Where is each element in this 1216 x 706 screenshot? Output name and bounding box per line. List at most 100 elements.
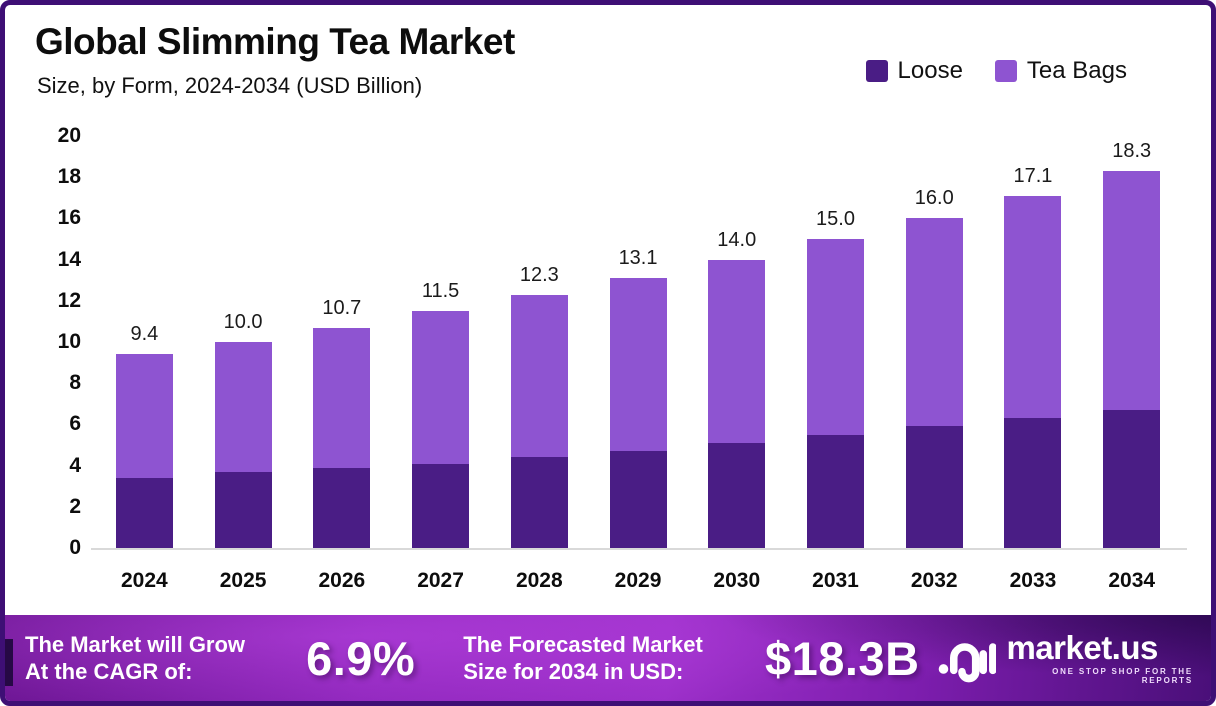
footer-banner: The Market will Grow At the CAGR of: 6.9… (5, 615, 1211, 701)
bar-total-label: 17.1 (1013, 164, 1053, 187)
forecast-label-line2: Size for 2034 in USD: (463, 659, 684, 684)
segment-tea-bags (1004, 195, 1062, 419)
bar-plot-area: 9.4 10.0 10.7 11.5 12.3 13.1 14.0 15.0 16.0 17.1 1… (95, 136, 1181, 548)
y-tick-18: 18 (57, 165, 81, 189)
segment-loose (214, 471, 272, 548)
segment-tea-bags (510, 294, 568, 458)
y-tick-2: 2 (69, 494, 81, 518)
x-axis-labels: 2024 2025 2026 2027 2028 2029 2030 2031 2032 2033… (95, 569, 1181, 593)
segment-tea-bags (313, 327, 371, 468)
marketus-logo: market.us ONE STOP SHOP FOR THE REPORTS (938, 629, 1193, 687)
legend-label-loose: Loose (897, 57, 963, 84)
bar-total-label: 16.0 (914, 187, 954, 210)
bar-group-2032: 16.0 (885, 187, 984, 548)
segment-loose (609, 451, 667, 548)
segment-tea-bags (214, 342, 272, 472)
x-tick-2026: 2026 (318, 569, 366, 592)
marketus-logo-text-column: market.us ONE STOP SHOP FOR THE REPORTS (1006, 631, 1193, 685)
y-axis: 0 2 4 6 8 10 12 14 16 18 20 (23, 124, 81, 559)
bar-stack (708, 259, 766, 548)
x-tick-2024: 2024 (121, 569, 168, 592)
bar-stack (1103, 171, 1161, 548)
segment-loose (115, 477, 173, 548)
bar-total-label: 10.7 (322, 296, 362, 319)
segment-loose (1103, 409, 1161, 548)
bar-stack (807, 239, 864, 548)
segment-tea-bags (807, 239, 864, 435)
cagr-label-line1: The Market will Grow (25, 631, 246, 657)
banner-fold-decoration (5, 639, 13, 686)
bar-group-2028: 12.3 (490, 264, 589, 548)
y-tick-0: 0 (69, 536, 81, 559)
page-title: Global Slimming Tea Market (35, 21, 515, 62)
bar-group-2033: 17.1 (984, 165, 1083, 548)
bar-stack (609, 278, 667, 548)
x-axis-line (91, 548, 1187, 550)
x-tick-2027: 2027 (417, 569, 464, 592)
bar-group-2029: 13.1 (589, 247, 688, 548)
y-tick-20: 20 (57, 124, 81, 147)
legend-swatch-tea-bags (994, 60, 1017, 82)
legend-swatch-loose (865, 60, 888, 82)
forecast-value: $18.3B (764, 631, 920, 685)
segment-tea-bags (115, 354, 173, 478)
legend-item-tea-bags: Tea Bags (994, 57, 1127, 85)
x-tick-2031: 2031 (812, 569, 859, 592)
cagr-value: 6.9% (306, 631, 416, 685)
marketus-logo-name: market.us (1006, 629, 1158, 666)
chart-legend: Loose Tea Bags (865, 57, 1127, 85)
marketus-logo-icon (938, 643, 997, 683)
segment-loose (510, 457, 568, 548)
bar-group-2031: 15.0 (786, 208, 885, 548)
y-tick-14: 14 (57, 247, 81, 271)
bar-stack (1004, 195, 1062, 548)
bar-total-label: 9.4 (130, 323, 159, 346)
bar-group-2026: 10.7 (292, 297, 391, 548)
page-subtitle: Size, by Form, 2024-2034 (USD Billion) (37, 73, 423, 98)
bar-stack (313, 327, 371, 548)
legend-item-loose: Loose (865, 57, 963, 85)
y-tick-4: 4 (69, 453, 81, 477)
segment-tea-bags (708, 259, 766, 443)
y-tick-12: 12 (57, 288, 81, 312)
cagr-label: The Market will Grow At the CAGR of: (25, 631, 284, 686)
bar-stack (510, 294, 568, 548)
bar-stack (905, 218, 963, 548)
x-tick-2033: 2033 (1009, 569, 1057, 592)
y-tick-8: 8 (69, 371, 81, 395)
marketus-logo-tagline: ONE STOP SHOP FOR THE REPORTS (1052, 667, 1193, 685)
x-tick-2028: 2028 (515, 569, 563, 592)
segment-loose (313, 467, 371, 548)
bar-total-label: 11.5 (421, 280, 460, 303)
bar-group-2025: 10.0 (194, 311, 293, 548)
x-tick-2025: 2025 (219, 569, 267, 592)
bar-group-2024: 9.4 (95, 323, 194, 548)
x-tick-2029: 2029 (614, 569, 662, 592)
forecast-label: The Forecasted Market Size for 2034 in U… (463, 631, 749, 686)
bar-total-label: 13.1 (618, 247, 658, 270)
bar-stack (412, 311, 470, 548)
forecast-label-line1: The Forecasted Market (463, 631, 703, 657)
bar-total-label: 15.0 (816, 208, 855, 231)
bar-group-2030: 14.0 (687, 229, 786, 548)
bar-total-label: 18.3 (1112, 140, 1152, 163)
segment-tea-bags (412, 311, 470, 464)
segment-loose (412, 463, 470, 548)
bar-stack (115, 354, 173, 548)
cagr-label-line2: At the CAGR of: (25, 659, 193, 684)
bar-group-2034: 18.3 (1082, 140, 1181, 548)
segment-tea-bags (609, 278, 667, 452)
y-tick-6: 6 (69, 412, 81, 436)
bar-group-2027: 11.5 (391, 280, 490, 548)
y-tick-10: 10 (57, 330, 81, 353)
x-tick-2034: 2034 (1108, 569, 1156, 592)
y-tick-16: 16 (57, 206, 81, 230)
x-tick-2032: 2032 (910, 569, 958, 592)
segment-loose (905, 426, 963, 548)
bar-total-label: 12.3 (519, 263, 559, 286)
segment-loose (807, 434, 864, 548)
segment-loose (708, 442, 766, 548)
legend-label-tea-bags: Tea Bags (1026, 57, 1127, 84)
bar-total-label: 10.0 (223, 311, 263, 334)
